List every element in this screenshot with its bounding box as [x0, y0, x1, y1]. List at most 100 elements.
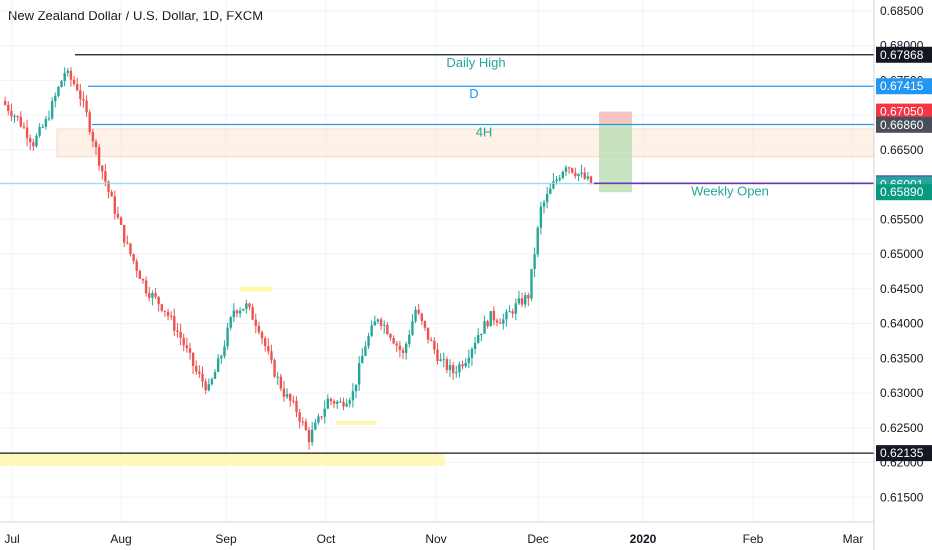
candle-body — [276, 376, 279, 378]
price-tag-label: 0.62135 — [880, 446, 924, 460]
candle-body — [502, 319, 505, 324]
level-label: 4H — [476, 125, 493, 140]
candle-body — [232, 310, 236, 318]
candle-body — [132, 254, 135, 262]
candle-body — [245, 303, 248, 309]
candle-body — [386, 324, 389, 335]
candle-body — [423, 321, 427, 328]
price-tag — [876, 46, 932, 63]
candle-body — [530, 269, 533, 299]
candle-body — [539, 206, 543, 228]
candle-body — [571, 168, 574, 173]
candle-body — [28, 138, 32, 143]
candle-body — [545, 193, 549, 203]
candle-body — [182, 337, 185, 346]
candle-body — [314, 422, 317, 430]
candle-body — [260, 332, 264, 339]
time-tick-label: Nov — [425, 532, 446, 546]
candle-body — [242, 308, 245, 311]
candle-body — [179, 331, 182, 338]
candle-body — [383, 324, 386, 326]
price-tag-label: 0.66860 — [880, 118, 924, 132]
candle-body — [216, 358, 220, 372]
candle-body — [3, 101, 7, 105]
candle-body — [257, 325, 261, 333]
candle-body — [533, 254, 536, 270]
price-tag-label: 0.67050 — [880, 105, 924, 119]
price-tag-label: 0.67868 — [880, 48, 924, 62]
candle-body — [238, 310, 242, 314]
candle-body — [373, 321, 377, 326]
candle-body — [589, 176, 593, 184]
candle-body — [16, 116, 19, 118]
candle-body — [307, 430, 311, 443]
candle-body — [141, 278, 145, 281]
price-tick-label: 0.64500 — [880, 282, 924, 296]
candle-body — [498, 322, 502, 324]
candle-body — [304, 421, 308, 431]
candle-body — [342, 401, 345, 407]
candle-body — [351, 391, 355, 401]
candle-body — [204, 381, 207, 391]
candle-body — [25, 127, 29, 139]
candle-body — [586, 176, 590, 179]
price-axis[interactable]: 0.685000.680000.675000.670000.665000.660… — [873, 0, 932, 550]
candle-body — [430, 339, 433, 342]
candle-body — [229, 317, 232, 328]
candle-body — [414, 309, 417, 322]
candle-body — [332, 401, 336, 404]
candle-body — [57, 86, 60, 96]
candle-body — [404, 343, 408, 353]
candle-body — [583, 172, 586, 179]
level-label: Daily High — [446, 55, 505, 70]
candle-body — [235, 310, 239, 314]
price-tick-label: 0.68500 — [880, 4, 924, 18]
candle-body — [285, 394, 289, 397]
candle-body — [173, 316, 176, 331]
level-label: D — [469, 86, 478, 101]
candle-body — [505, 311, 508, 320]
supply-zone — [56, 128, 875, 158]
time-axis[interactable]: Jul Aug Sep Oct Nov Dec 2020 Feb Mar — [0, 521, 874, 546]
support-zone — [0, 453, 445, 466]
candle-body — [273, 360, 276, 377]
price-tag — [876, 78, 932, 95]
price-tag — [876, 184, 932, 201]
candle-body — [126, 242, 129, 244]
candle-body — [66, 70, 69, 73]
candle-body — [376, 319, 380, 322]
candle-body — [7, 104, 10, 111]
price-tick-label: 0.65500 — [880, 212, 924, 226]
candle-body — [110, 191, 113, 197]
candle-body — [542, 202, 546, 207]
candle-body — [370, 325, 373, 336]
candle-body — [94, 141, 98, 148]
candle-body — [310, 429, 314, 443]
candle-body — [135, 261, 138, 271]
candle-body — [213, 371, 217, 379]
candle-body — [492, 311, 496, 321]
candle-body — [82, 99, 85, 101]
candle-body — [295, 400, 298, 413]
time-tick-label: Oct — [317, 532, 336, 546]
candle-body — [270, 351, 273, 361]
candle-body — [63, 72, 66, 81]
candle-body — [79, 90, 82, 100]
candle-body — [580, 172, 583, 175]
candle-body — [116, 213, 120, 218]
candle-body — [439, 359, 442, 362]
time-tick-label: Sep — [215, 532, 237, 546]
candle-body — [188, 348, 192, 353]
level-label: Weekly Open — [691, 183, 769, 198]
candle-body — [486, 321, 489, 327]
candle-body — [470, 348, 474, 358]
candle-body — [198, 371, 201, 374]
candle-body — [320, 416, 323, 418]
take-profit-box — [599, 124, 632, 193]
candle-body — [91, 131, 95, 142]
candle-body — [458, 364, 461, 373]
candle-body — [69, 70, 73, 80]
candle-body — [464, 362, 467, 367]
candle-body — [220, 356, 223, 359]
